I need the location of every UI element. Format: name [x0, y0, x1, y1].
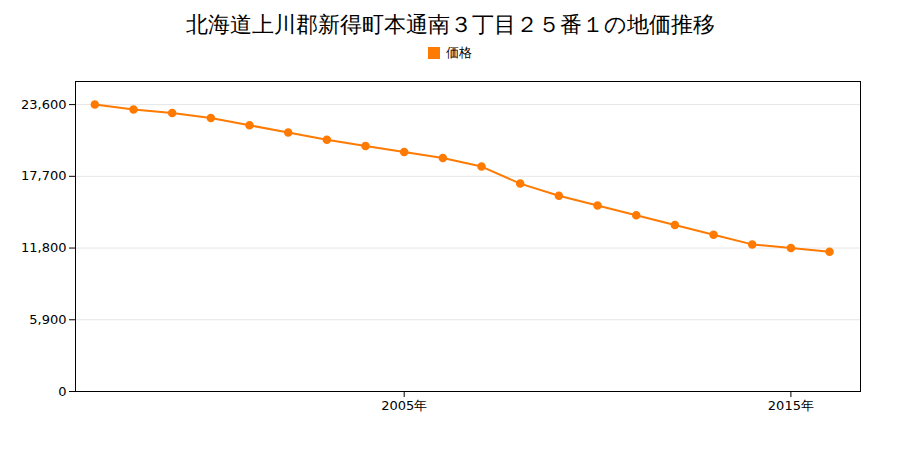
- html-text:価格: 価格: [446, 45, 472, 60]
- svg-text:11,800: 11,800: [21, 240, 67, 255]
- html-text:北海道上川郡新得町本通南３丁目２５番１の地価推移: 北海道上川郡新得町本通南３丁目２５番１の地価推移: [185, 12, 715, 37]
- svg-text:0: 0: [58, 384, 66, 399]
- svg-text:2005年: 2005年: [381, 398, 427, 413]
- svg-text:23,600: 23,600: [21, 97, 67, 112]
- svg-text:5,900: 5,900: [29, 312, 66, 327]
- svg-text:2015年: 2015年: [768, 398, 814, 413]
- svg-text:17,700: 17,700: [21, 168, 67, 183]
